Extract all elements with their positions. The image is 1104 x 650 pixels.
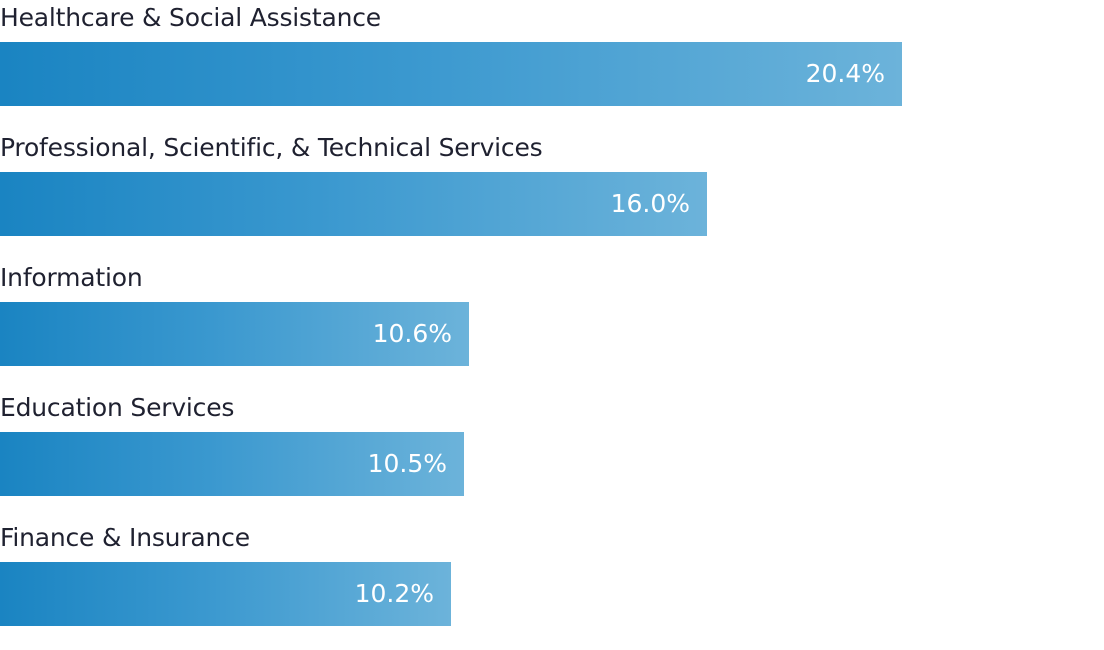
bar: 20.4% xyxy=(0,42,902,106)
bar: 10.5% xyxy=(0,432,464,496)
value-label: 10.5% xyxy=(367,449,447,478)
bar: 10.6% xyxy=(0,302,469,366)
bar-row: Education Services 10.5% xyxy=(0,390,1104,520)
category-label: Healthcare & Social Assistance xyxy=(0,3,381,32)
category-label: Finance & Insurance xyxy=(0,523,250,552)
horizontal-bar-chart: Healthcare & Social Assistance 20.4% Profe… xyxy=(0,0,1104,626)
category-label: Professional, Scientific, & Technical Se… xyxy=(0,133,543,162)
value-label: 20.4% xyxy=(805,59,885,88)
category-label: Education Services xyxy=(0,393,235,422)
bar-row: Professional, Scientific, & Technical Se… xyxy=(0,130,1104,260)
bar-row: Finance & Insurance 10.2% xyxy=(0,520,1104,650)
bar-row: Information 10.6% xyxy=(0,260,1104,390)
value-label: 10.2% xyxy=(354,579,434,608)
bar: 10.2% xyxy=(0,562,451,626)
bar-row: Healthcare & Social Assistance 20.4% xyxy=(0,0,1104,130)
category-label: Information xyxy=(0,263,143,292)
bar: 16.0% xyxy=(0,172,707,236)
value-label: 16.0% xyxy=(610,189,690,218)
value-label: 10.6% xyxy=(372,319,452,348)
